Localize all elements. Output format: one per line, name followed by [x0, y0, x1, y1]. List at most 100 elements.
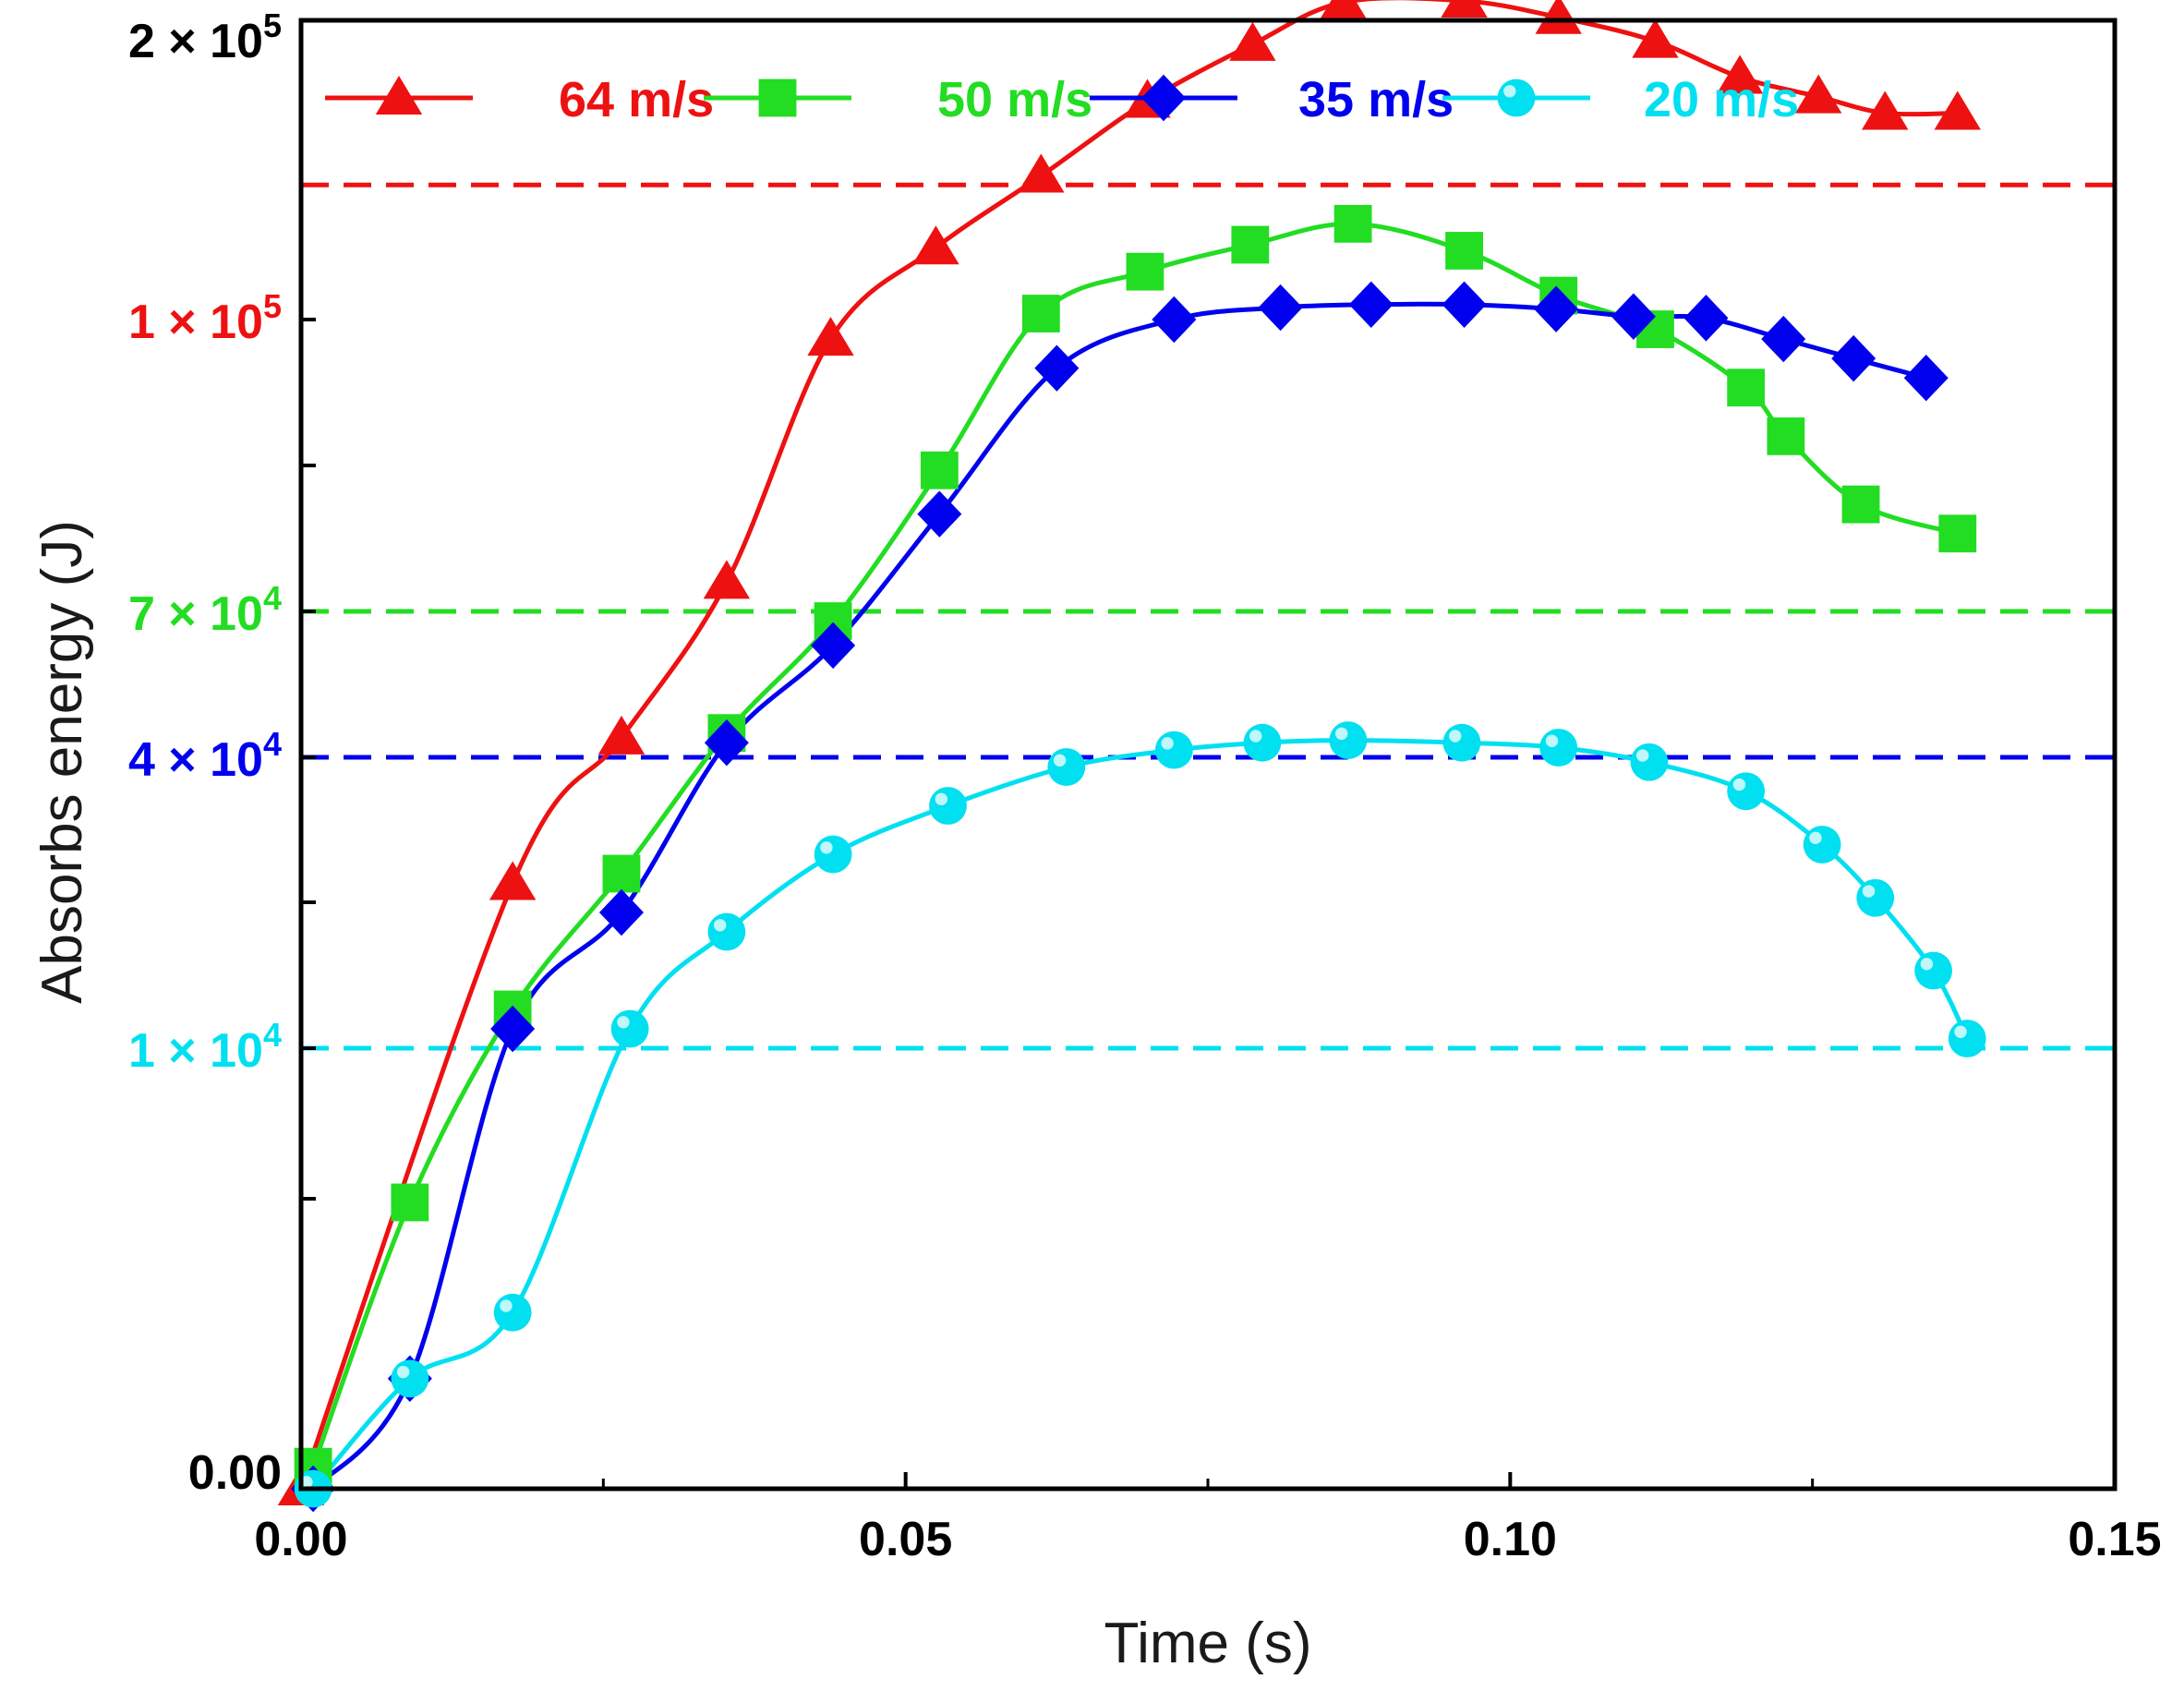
- x-tick-label: 0.00: [254, 1513, 347, 1566]
- diamond-marker: [1611, 293, 1656, 340]
- circle-marker-highlight: [1334, 727, 1348, 741]
- circle-marker-highlight: [713, 919, 727, 932]
- circle-marker: [1914, 951, 1953, 990]
- circle-marker-body: [1856, 878, 1895, 917]
- diamond-marker: [1683, 295, 1729, 342]
- diamond-marker: [1258, 284, 1303, 332]
- diamond-marker: [490, 1005, 536, 1053]
- legend-label: 50 m/s: [937, 72, 1092, 127]
- circle-marker-body: [610, 1009, 649, 1048]
- circle-marker: [1948, 1020, 1986, 1057]
- square-marker: [758, 79, 797, 117]
- circle-marker-highlight: [617, 1016, 630, 1029]
- y-axis-title: Absorbs energy (J): [30, 520, 94, 1004]
- series-line: [311, 738, 1970, 1491]
- x-tick-label: 0.15: [2068, 1513, 2161, 1566]
- triangle-marker: [1795, 74, 1842, 114]
- circle-marker: [707, 912, 746, 951]
- triangle-marker: [1441, 0, 1488, 18]
- circle-marker-body: [814, 835, 852, 874]
- circle-marker: [1497, 79, 1536, 117]
- diamond-marker: [1034, 344, 1080, 392]
- square-marker: [1021, 295, 1060, 332]
- circle-marker-body: [1047, 748, 1086, 786]
- circle-marker-highlight: [935, 792, 948, 806]
- circle-marker-body: [1948, 1020, 1986, 1057]
- circle-marker-body: [1442, 723, 1481, 762]
- circle-marker-body: [1914, 951, 1953, 990]
- diamond-marker: [1534, 285, 1579, 332]
- triangle-marker: [489, 861, 537, 900]
- circle-marker: [1329, 721, 1368, 759]
- y-tick-label: 1 × 105: [128, 287, 282, 349]
- circle-marker: [1154, 731, 1193, 769]
- series-line: [311, 301, 1927, 1491]
- diamond-marker: [1442, 281, 1487, 328]
- circle-marker-body: [1727, 772, 1766, 811]
- circle-marker-highlight: [396, 1365, 410, 1379]
- circle-marker-highlight: [1503, 85, 1516, 98]
- circle-marker-highlight: [1249, 730, 1262, 743]
- circle-marker: [1630, 743, 1669, 781]
- square-marker: [1445, 232, 1483, 270]
- circle-marker-highlight: [1449, 730, 1462, 743]
- circle-marker: [1243, 723, 1282, 762]
- triangle-marker: [807, 317, 854, 356]
- legend-label: 64 m/s: [559, 72, 714, 127]
- circle-marker: [391, 1359, 429, 1398]
- y-tick-label: 0.00: [188, 1446, 282, 1500]
- circle-marker-highlight: [1161, 737, 1174, 750]
- circle-marker-body: [1803, 826, 1841, 864]
- triangle-marker: [1934, 91, 1981, 130]
- axes: 0.00 0.05 0.10 0.15 0.00 1 × 104 4 × 104 7 × 10…: [128, 6, 2162, 1566]
- square-marker: [1231, 225, 1270, 264]
- diamond-marker: [598, 888, 644, 936]
- triangle-marker: [597, 715, 646, 755]
- diamond-marker: [917, 490, 962, 537]
- legend-label: 35 m/s: [1298, 72, 1454, 127]
- legend: 64 m/s 50 m/s 35 m/s 20 m/s: [325, 72, 1799, 127]
- triangle-marker: [912, 225, 959, 265]
- circle-marker: [1856, 878, 1895, 917]
- diamond-marker: [811, 622, 856, 670]
- circle-marker-highlight: [1809, 831, 1822, 845]
- square-marker: [1126, 252, 1164, 291]
- square-marker: [602, 854, 641, 893]
- legend-label: 20 m/s: [1644, 72, 1799, 127]
- y-tick-label: 2 × 105: [128, 6, 282, 68]
- square-marker: [1727, 368, 1766, 407]
- square-marker: [391, 1183, 429, 1222]
- square-marker: [1841, 485, 1880, 524]
- diamond-marker: [1152, 296, 1197, 344]
- triangle-marker: [1862, 91, 1909, 130]
- circle-marker: [493, 1293, 532, 1332]
- square-marker: [1333, 204, 1372, 243]
- circle-marker-highlight: [1920, 958, 1934, 971]
- triangle-marker: [1632, 18, 1679, 58]
- diamond-marker: [1141, 74, 1186, 122]
- circle-marker-body: [1630, 743, 1669, 781]
- circle-marker-body: [707, 912, 746, 951]
- triangle-marker: [1535, 0, 1582, 34]
- circle-marker-highlight: [1862, 885, 1876, 898]
- circle-marker-highlight: [300, 1476, 313, 1489]
- circle-marker: [1539, 729, 1578, 767]
- x-tick-label: 0.05: [859, 1513, 952, 1566]
- triangle-marker: [1716, 54, 1764, 94]
- square-marker: [1767, 417, 1805, 455]
- circle-marker-highlight: [1732, 778, 1746, 791]
- circle-marker-body: [493, 1293, 532, 1332]
- circle-marker-highlight: [820, 841, 833, 854]
- series-line: [298, 0, 1958, 1490]
- square-marker: [920, 451, 959, 489]
- square-marker: [1938, 514, 1977, 553]
- diamond-marker: [704, 719, 749, 767]
- triangle-marker: [1229, 21, 1276, 61]
- diamond-marker: [1348, 281, 1394, 328]
- circle-marker-body: [1329, 721, 1368, 759]
- circle-marker: [1803, 826, 1841, 864]
- circle-marker-body: [391, 1359, 429, 1398]
- circle-marker: [814, 835, 852, 874]
- circle-marker-body: [1243, 723, 1282, 762]
